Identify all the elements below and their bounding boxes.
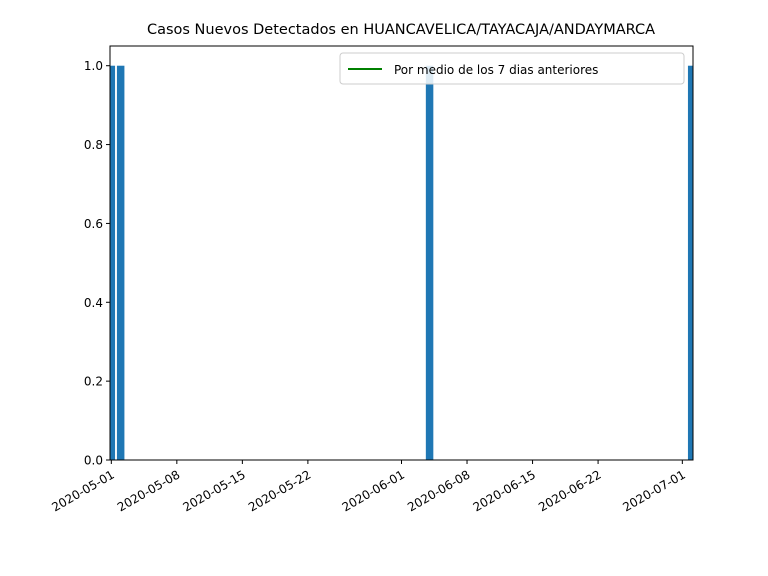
x-tick-label: 2020-05-01 <box>49 467 116 514</box>
bar <box>116 65 125 460</box>
x-tick-label: 2020-05-08 <box>115 467 182 514</box>
legend: Por medio de los 7 dias anteriores <box>339 52 685 85</box>
bar <box>425 65 434 460</box>
plot-frame <box>109 45 694 461</box>
y-tick-label: 0.6 <box>84 217 103 231</box>
x-axis: 2020-05-012020-05-082020-05-152020-05-22… <box>49 460 688 514</box>
bars-group <box>110 65 693 460</box>
y-tick-label: 1.0 <box>84 59 103 73</box>
x-tick-label: 2020-05-15 <box>180 467 247 514</box>
y-tick-label: 0.0 <box>84 454 103 468</box>
y-axis: 0.0 0.2 0.4 0.6 0.8 1.0 <box>84 59 110 468</box>
chart-title: Casos Nuevos Detectados en HUANCAVELICA/… <box>147 22 655 38</box>
y-tick-label: 0.8 <box>84 138 103 152</box>
legend-entry: Por medio de los 7 dias anteriores <box>394 63 598 77</box>
y-tick-label: 0.2 <box>84 375 103 389</box>
x-tick-label: 2020-06-08 <box>405 467 472 514</box>
x-tick-label: 2020-05-22 <box>246 467 313 514</box>
bar <box>687 65 693 460</box>
legend-box <box>339 52 685 85</box>
x-tick-label: 2020-07-01 <box>620 467 687 514</box>
x-tick-label: 2020-06-15 <box>471 467 538 514</box>
bar <box>110 65 116 460</box>
y-tick-label: 0.4 <box>84 296 103 310</box>
x-tick-label: 2020-06-22 <box>536 467 603 514</box>
x-tick-label: 2020-06-01 <box>340 467 407 514</box>
